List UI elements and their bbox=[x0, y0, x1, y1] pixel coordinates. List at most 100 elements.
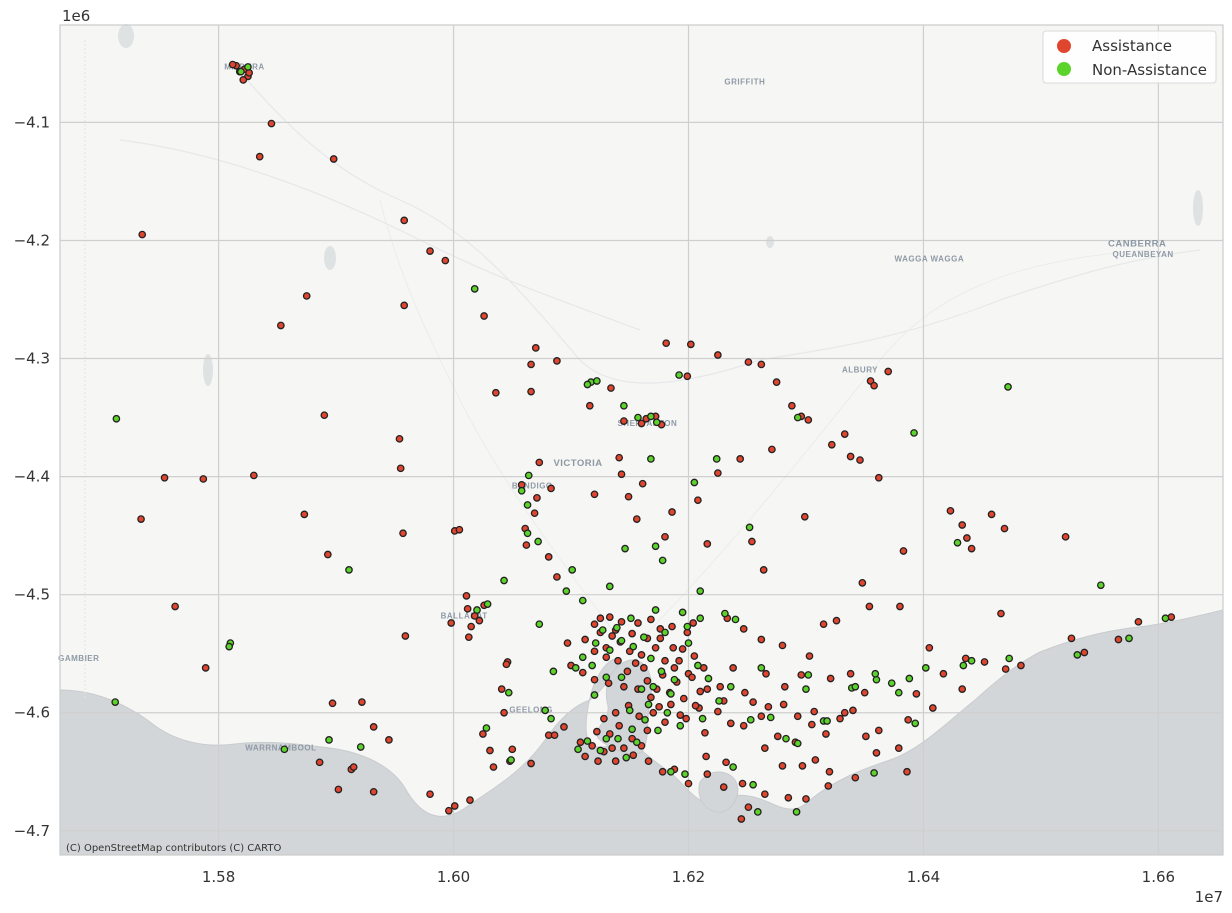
point-non-assistance bbox=[625, 706, 634, 715]
y-tick-label: −4.6 bbox=[14, 704, 50, 722]
point-non-assistance bbox=[345, 566, 353, 574]
point-non-assistance bbox=[681, 770, 689, 778]
point-non-assistance bbox=[802, 685, 810, 693]
point-assistance bbox=[748, 537, 756, 546]
point-non-assistance bbox=[549, 667, 558, 676]
point-assistance bbox=[637, 419, 646, 428]
point-assistance bbox=[668, 622, 676, 631]
point-assistance bbox=[550, 731, 559, 740]
point-assistance bbox=[527, 759, 535, 768]
point-assistance bbox=[925, 643, 934, 652]
data-points bbox=[111, 60, 1176, 823]
point-assistance bbox=[928, 704, 937, 712]
point-assistance bbox=[912, 689, 921, 698]
point-assistance bbox=[600, 714, 608, 723]
point-assistance bbox=[939, 669, 948, 678]
point-assistance bbox=[581, 752, 589, 761]
point-assistance bbox=[329, 155, 338, 163]
point-non-assistance bbox=[612, 623, 621, 632]
point-non-assistance bbox=[614, 734, 622, 743]
point-assistance bbox=[719, 783, 728, 791]
point-assistance bbox=[450, 802, 459, 810]
point-assistance bbox=[656, 634, 665, 643]
point-assistance bbox=[497, 685, 506, 693]
point-assistance bbox=[617, 470, 626, 479]
point-non-assistance bbox=[590, 691, 599, 699]
point-non-assistance bbox=[637, 685, 646, 693]
point-non-assistance bbox=[482, 724, 491, 732]
point-assistance bbox=[737, 815, 746, 823]
point-non-assistance bbox=[793, 413, 802, 422]
point-assistance bbox=[649, 708, 658, 717]
x-tick-label: 1.66 bbox=[1142, 868, 1175, 886]
point-assistance bbox=[1001, 665, 1010, 673]
point-assistance bbox=[827, 440, 836, 449]
point-assistance bbox=[638, 479, 647, 488]
point-assistance bbox=[958, 685, 967, 693]
grid-lines bbox=[60, 25, 1223, 855]
point-non-assistance bbox=[721, 609, 729, 618]
point-assistance bbox=[690, 652, 699, 660]
point-assistance bbox=[688, 673, 696, 682]
point-assistance bbox=[860, 688, 869, 697]
point-non-assistance bbox=[237, 67, 245, 76]
point-non-assistance bbox=[967, 656, 976, 665]
point-assistance bbox=[639, 664, 648, 672]
point-assistance bbox=[670, 664, 679, 672]
point-non-assistance bbox=[602, 734, 611, 743]
place-label: QUEANBEYAN bbox=[1113, 250, 1174, 259]
point-assistance bbox=[1000, 524, 1009, 533]
point-assistance bbox=[399, 529, 407, 538]
point-assistance bbox=[1067, 634, 1076, 643]
y-tick-label: −4.7 bbox=[14, 822, 50, 840]
point-assistance bbox=[722, 758, 730, 767]
point-assistance bbox=[805, 652, 814, 660]
point-non-assistance bbox=[905, 674, 914, 683]
point-assistance bbox=[884, 367, 893, 376]
x-tick-label: 1.58 bbox=[202, 868, 235, 886]
point-assistance bbox=[764, 702, 773, 711]
point-assistance bbox=[689, 619, 698, 627]
point-assistance bbox=[466, 796, 474, 804]
point-assistance bbox=[894, 744, 903, 753]
point-assistance bbox=[358, 698, 366, 706]
point-assistance bbox=[759, 566, 768, 574]
point-non-assistance bbox=[654, 726, 662, 735]
point-non-assistance bbox=[591, 639, 600, 647]
point-non-assistance bbox=[571, 664, 580, 672]
x-offset-label: 1e7 bbox=[1195, 888, 1223, 906]
river bbox=[229, 59, 1201, 384]
point-non-assistance bbox=[641, 715, 649, 724]
point-non-assistance bbox=[651, 606, 660, 614]
point-non-assistance bbox=[910, 429, 918, 437]
place-label: GRIFFITH bbox=[724, 78, 765, 87]
point-assistance bbox=[334, 785, 343, 794]
point-assistance bbox=[171, 602, 179, 611]
point-non-assistance bbox=[683, 622, 692, 631]
point-assistance bbox=[462, 591, 471, 600]
point-assistance bbox=[1114, 635, 1123, 644]
point-assistance bbox=[489, 763, 498, 771]
lake bbox=[766, 236, 774, 248]
point-assistance bbox=[825, 767, 834, 776]
place-label: WAGGA WAGGA bbox=[894, 255, 964, 264]
point-assistance bbox=[800, 512, 809, 521]
point-assistance bbox=[772, 378, 781, 386]
point-non-assistance bbox=[356, 743, 365, 751]
point-assistance bbox=[778, 641, 787, 650]
point-assistance bbox=[669, 643, 678, 652]
point-assistance bbox=[779, 700, 788, 709]
point-assistance bbox=[726, 719, 735, 728]
point-non-assistance bbox=[731, 615, 740, 624]
point-non-assistance bbox=[667, 767, 675, 776]
point-non-assistance bbox=[658, 556, 667, 565]
point-assistance bbox=[846, 669, 855, 678]
point-non-assistance bbox=[661, 628, 669, 637]
point-assistance bbox=[736, 455, 745, 463]
point-assistance bbox=[596, 614, 605, 623]
point-non-assistance bbox=[1096, 581, 1105, 590]
y-tick-label: −4.1 bbox=[14, 113, 50, 131]
point-assistance bbox=[480, 312, 488, 320]
point-assistance bbox=[576, 738, 585, 747]
point-assistance bbox=[608, 632, 616, 640]
